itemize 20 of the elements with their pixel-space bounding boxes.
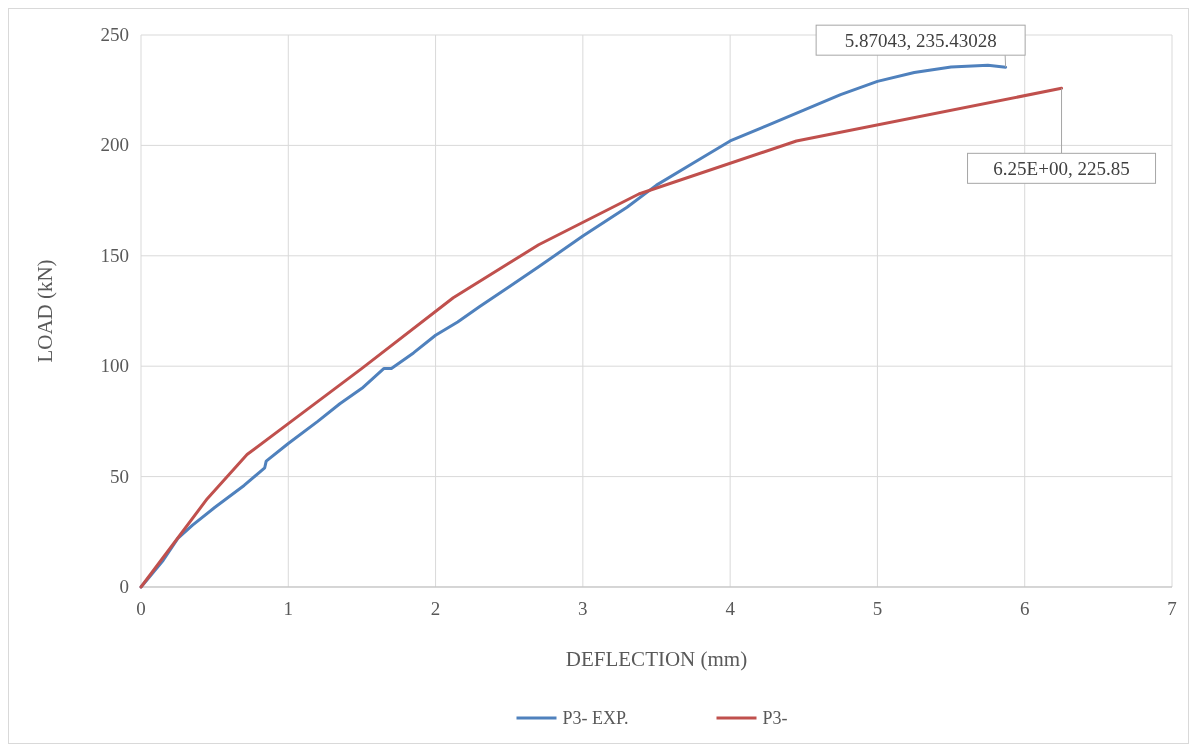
x-tick-label: 7 <box>1167 598 1177 619</box>
annotation: 5.87043, 235.43028 <box>844 30 997 52</box>
x-tick-label: 4 <box>725 598 736 619</box>
x-axis-title: DEFLECTION (mm) <box>565 647 748 671</box>
y-tick-label: 250 <box>100 24 129 45</box>
y-tick-label: 50 <box>110 465 129 487</box>
y-tick-label: 200 <box>100 134 129 156</box>
x-tick-label: 3 <box>578 598 588 619</box>
legend-label: P3- <box>762 708 788 728</box>
y-tick-label: 100 <box>100 355 129 377</box>
y-axis-title: LOAD (kN) <box>33 259 57 363</box>
y-tick-label: 150 <box>100 244 129 266</box>
y-tick-label: 0 <box>119 576 129 597</box>
x-tick-label: 1 <box>283 598 294 619</box>
annotation: 6.25E+00, 225.85 <box>993 158 1130 180</box>
legend-label: P3- EXP. <box>562 708 629 728</box>
x-tick-label: 5 <box>872 598 883 619</box>
x-tick-label: 0 <box>136 598 146 619</box>
x-tick-label: 6 <box>1019 598 1030 619</box>
x-tick-label: 2 <box>430 598 441 619</box>
